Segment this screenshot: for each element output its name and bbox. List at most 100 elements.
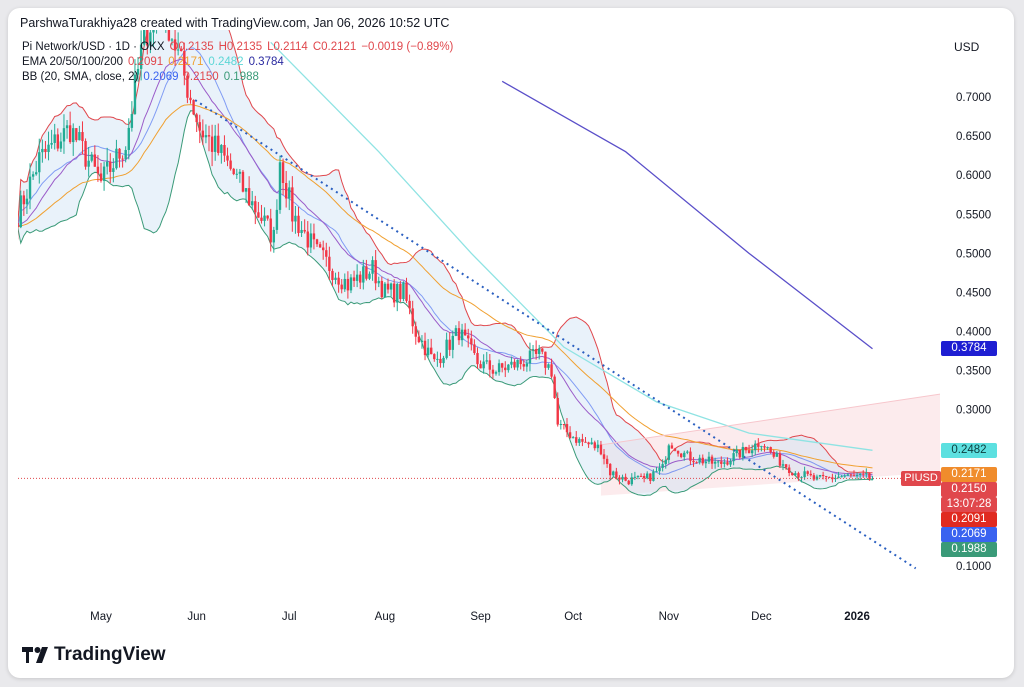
time-axis-label: Aug: [375, 611, 395, 623]
candle: [784, 464, 788, 468]
candle: [241, 171, 245, 192]
candle: [325, 250, 328, 257]
candle: [136, 68, 140, 75]
candle: [630, 477, 633, 485]
candle: [717, 461, 720, 463]
candle: [392, 283, 396, 303]
candle: [315, 239, 319, 245]
candle: [18, 222, 19, 228]
candle: [618, 477, 621, 480]
candle: [334, 277, 337, 280]
tradingview-logo[interactable]: TradingView: [22, 644, 166, 666]
candle: [562, 424, 566, 426]
candle: [500, 363, 504, 368]
candle: [281, 162, 285, 184]
time-axis-label: 2026: [844, 611, 870, 623]
candle: [865, 473, 868, 475]
bb-lower-line: [18, 110, 873, 497]
candle: [575, 437, 578, 443]
candle: [772, 452, 775, 457]
price-axis-label: 0.3000: [956, 405, 991, 417]
candle: [75, 128, 78, 141]
candle: [436, 358, 439, 360]
candle: [430, 347, 433, 355]
ema100-line: [270, 41, 873, 451]
candle: [396, 283, 399, 303]
candle: [556, 397, 559, 425]
candle: [155, 13, 157, 16]
candle: [448, 339, 451, 350]
candle: [504, 367, 507, 371]
candle: [423, 340, 427, 356]
candle: [738, 449, 742, 458]
bb-basis-value: 0.2069: [143, 71, 179, 83]
candle: [309, 233, 313, 248]
candle: [263, 215, 266, 221]
candle: [127, 127, 130, 150]
candle: [380, 280, 384, 298]
candle: [667, 445, 671, 460]
candle: [217, 135, 220, 153]
candle: [670, 445, 674, 449]
candle: [173, 39, 177, 51]
candle: [510, 361, 513, 365]
candle: [371, 260, 374, 274]
open-value: O0.2135: [169, 41, 214, 53]
candle: [143, 30, 146, 45]
candle: [152, 30, 155, 33]
candle: [723, 462, 726, 464]
candle: [426, 347, 430, 356]
candle: [235, 173, 238, 175]
currency-selector[interactable]: USD: [954, 40, 980, 54]
candle: [93, 154, 97, 167]
candle: [38, 152, 41, 173]
bb-label: BB (20, SMA, close, 2): [22, 71, 139, 83]
candle: [787, 467, 791, 473]
candle: [59, 141, 63, 149]
candle: [825, 476, 828, 478]
candle: [624, 476, 627, 481]
candle: [229, 160, 232, 169]
bb-basis-line: [18, 47, 873, 477]
price-axis-label: 0.5000: [956, 248, 991, 260]
change-value: −0.0019 (−0.89%): [361, 41, 454, 53]
candle: [291, 187, 294, 222]
price-axis-label: 0.5500: [956, 209, 991, 221]
candle: [633, 476, 637, 478]
candle: [855, 475, 859, 477]
candle: [763, 446, 766, 448]
candle: [769, 447, 772, 453]
candle: [294, 215, 297, 222]
candle: [300, 229, 303, 233]
credit-text: ParshwaTurakhiya28 created with TradingV…: [20, 16, 450, 30]
candle: [568, 432, 572, 439]
candle: [581, 438, 584, 442]
candle: [251, 201, 254, 206]
time-axis-label: May: [90, 611, 112, 623]
time-axis-label: Jun: [187, 611, 206, 623]
candle: [31, 174, 35, 177]
candle: [467, 335, 470, 339]
candle: [102, 166, 106, 181]
candle: [170, 39, 174, 41]
candle: [639, 475, 643, 477]
price-chart[interactable]: 0.7000 0.6500 0.6000 0.5500 0.5000 0.4500 0.40…: [8, 8, 1014, 678]
ema20-value: 0.2091: [128, 56, 164, 68]
candle: [692, 460, 695, 463]
high-value: H0.2135: [218, 41, 263, 53]
candle: [831, 477, 834, 480]
candle: [821, 474, 825, 477]
candle: [149, 32, 152, 46]
time-axis-label: Nov: [659, 611, 680, 623]
candle: [754, 443, 757, 451]
candle: [62, 128, 66, 142]
candle: [488, 360, 492, 370]
candle: [541, 348, 544, 352]
candle: [247, 188, 251, 206]
candle: [608, 463, 612, 476]
price-tag: 0.2091: [941, 511, 997, 527]
time-axis-label: Jul: [282, 611, 297, 623]
candle: [44, 148, 47, 153]
candle: [78, 132, 81, 141]
ema200-line: [501, 80, 873, 350]
